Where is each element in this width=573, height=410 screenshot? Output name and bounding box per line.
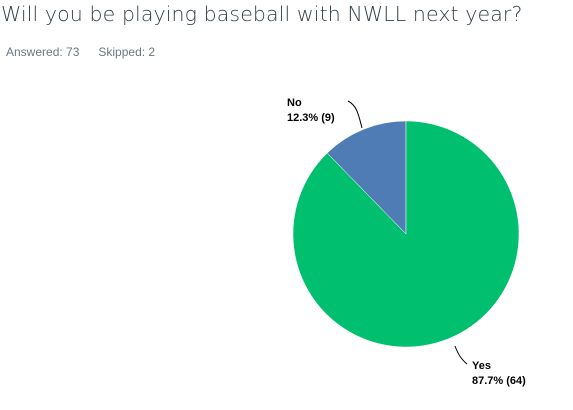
pie-slice-no — [326, 120, 407, 235]
answered-count: Answered: 73 — [6, 45, 80, 59]
slice-label-no: No — [287, 97, 302, 109]
question-title: Will you be playing baseball with NWLL n… — [1, 2, 523, 26]
skipped-count: Skipped: 2 — [98, 45, 156, 59]
leader-line-no — [347, 100, 363, 129]
leader-line-yes — [454, 345, 468, 365]
slice-value-yes: 87.7% (64) — [472, 375, 526, 387]
pie-slices — [292, 120, 520, 348]
pie-slice-yes — [292, 120, 520, 348]
response-stats: Answered: 73 Skipped: 2 — [6, 45, 155, 59]
slice-value-no: 12.3% (9) — [287, 112, 335, 124]
slice-label-yes: Yes — [472, 360, 491, 372]
